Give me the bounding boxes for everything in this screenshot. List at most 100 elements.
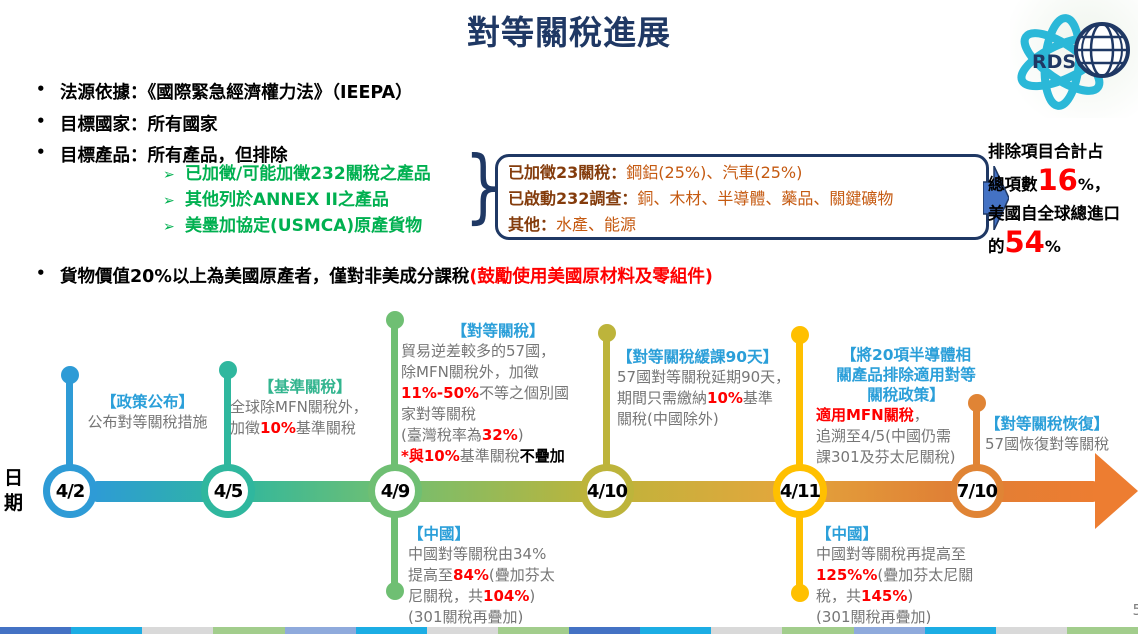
page-title: 對等關稅進展 [467,13,671,52]
bullet-marker-icon [36,263,60,283]
exclusion-note: 排除項目合計占 總項數16%， 美國自全球總進口 的54% [988,142,1120,259]
timeline-arrowhead-icon [1095,453,1138,529]
node-dot [386,582,404,600]
bullet-marker-icon [36,79,60,99]
right-arrow-icon [982,165,1010,234]
date-axis-label: 日期 [4,467,24,514]
bullet-text: 貨物價值20%以上為美國原產者，僅對非美成分課稅(鼓勵使用美國原材料及零組件) [60,267,713,287]
arrow-bullet-icon [163,162,185,188]
node-stem [796,512,803,594]
footer-bar-segment [853,627,925,634]
annotation-4-5: 【基準關稅】 全球除MFN關稅外， 加徵10%基準關稅 [230,377,380,439]
footer-bar [0,627,1138,634]
annotation-title: 【對等關稅緩課90天】 [617,348,779,366]
node-dot [386,311,404,329]
footer-bar-segment [711,627,783,634]
timeline-node: 4/11 [773,464,827,518]
footer-bar-segment [426,627,498,634]
annotation-7-10: 【對等關稅恢復】 57國恢復對等關稅 [985,414,1133,455]
node-stem [973,403,980,470]
annotation-body: 57國對等關稅延期90天， 期間只需繳納10%基準 關稅(中國除外) [617,368,791,428]
node-dot [219,361,237,379]
annotation-title: 【對等關稅恢復】 [985,415,1110,433]
node-date: 4/10 [586,480,628,502]
node-date: 4/2 [55,480,86,502]
node-stem [66,375,73,470]
bullet-text: 法源依據：《國際緊急經濟權力法》（IEEPA） [60,83,413,103]
timeline-node: 4/2 [43,464,97,518]
node-stem [391,512,398,592]
annotation-title: 【中國】 [816,525,879,543]
list-item: 已加徵/可能加徵232關稅之產品 [163,162,431,188]
annotation-title: 【中國】 [408,525,471,543]
annotation-4-11-top: 【將20項半導體相 關產品排除適用對等 關稅政策】 適用MFN關稅， 追溯至4/5(中… [816,345,996,468]
bullet-legal-basis: 法源依據：《國際緊急經濟權力法》（IEEPA） [36,79,413,104]
bullet-marker-icon [36,142,60,162]
node-stem [224,370,231,470]
annotation-body: 57國恢復對等關稅 [985,435,1110,453]
node-date: 7/10 [956,480,998,502]
arrow-bullet-icon [163,188,185,214]
page-number: 5 [1132,601,1138,619]
node-stem [391,320,398,470]
footer-bar-segment [71,627,143,634]
annotation-body: 中國對等關稅由34% 提高至84%(疊加芬太 尼關稅，共104%) (301關稅再疊加… [408,545,555,626]
node-date: 4/5 [213,480,244,502]
bullet-text: 目標國家：所有國家 [60,115,218,135]
list-item: 美墨加協定(USMCA)原產貨物 [163,214,431,240]
node-dot [791,584,809,602]
timeline-node: 4/10 [580,464,634,518]
footer-bar-segment [497,627,569,634]
annotation-body: 公布對等關稅措施 [87,413,208,431]
node-dot [968,394,986,412]
annotation-4-2: 【政策公布】 公布對等關稅措施 [75,392,220,433]
node-dot [598,324,616,342]
footer-bar-segment [1066,627,1138,634]
annotation-title: 【政策公布】 [100,393,194,411]
annotation-title: 【對等關稅】 [451,322,545,340]
footer-bar-segment [213,627,285,634]
timeline-node: 7/10 [950,464,1004,518]
node-stem [603,333,610,470]
tariff-box: 已加徵23關稅：鋼鋁(25%)、汽車(25%) 已啟動232調查：銅、木材、半導體… [495,154,989,240]
list-item-text: 其他列於ANNEX II之產品 [185,190,389,210]
annotation-body: 貿易逆差較多的57國， 除MFN關稅外，加徵 11%-50%不等之個別國 家對等關稅(… [401,342,570,465]
annotation-4-9-top: 【對等關稅】 貿易逆差較多的57國， 除MFN關稅外，加徵 11%-50%不等之個別… [401,321,595,467]
annotation-4-10: 【對等關稅緩課90天】 57國對等關稅延期90天， 期間只需繳納10%基準 關稅(中… [617,347,831,430]
footer-bar-segment [0,627,72,634]
list-item: 其他列於ANNEX II之產品 [163,188,431,214]
footer-bar-segment [995,627,1067,634]
annotation-title: 【將20項半導體相 關產品排除適用對等 關稅政策】 [836,346,976,404]
node-dot [61,366,79,384]
node-stem [796,335,803,470]
footer-bar-segment [142,627,214,634]
list-item-text: 美墨加協定(USMCA)原產貨物 [185,216,423,236]
annotation-title: 【基準關稅】 [258,378,352,396]
annotation-4-11-bottom-china: 【中國】 中國對等關稅再提高至 125%%(疊加芬太尼關 稅，共145%) (301關… [816,524,1008,628]
footer-bar-segment [284,627,356,634]
globe-icon [1074,22,1130,78]
annotation-body: 中國對等關稅再提高至 125%%(疊加芬太尼關 稅，共145%) (301關稅再疊加) [816,545,974,626]
bullet-marker-icon [36,111,60,131]
bullet-target-countries: 目標國家：所有國家 [36,111,218,136]
arrow-bullet-icon [163,214,185,240]
rdsc-logo: RDSC [1010,0,1138,118]
annotation-body: 適用MFN關稅， 追溯至4/5(中國仍需 課301及芬太尼關稅) [816,406,956,466]
timeline-node: 4/5 [201,464,255,518]
footer-bar-segment [640,627,712,634]
list-item-text: 已加徵/可能加徵232關稅之產品 [185,164,431,184]
node-date: 4/9 [380,480,411,502]
footer-bar-segment [569,627,641,634]
rdsc-logo-graphic: RDSC [1017,14,1130,110]
bullet-target-products: 目標產品：所有產品，但排除 [36,142,288,167]
footer-bar-segment [924,627,996,634]
excluded-products-list: 已加徵/可能加徵232關稅之產品 其他列於ANNEX II之產品 美墨加協定(U… [163,162,431,240]
bullet-us-origin-rule: 貨物價值20%以上為美國原產者，僅對非美成分課稅(鼓勵使用美國原材料及零組件) [36,263,713,288]
node-dot [791,326,809,344]
bullet-text: 目標產品：所有產品，但排除 [60,146,288,166]
timeline-node: 4/9 [368,464,422,518]
footer-bar-segment [782,627,854,634]
node-date: 4/11 [779,480,821,502]
annotation-body: 全球除MFN關稅外， 加徵10%基準關稅 [230,398,368,437]
